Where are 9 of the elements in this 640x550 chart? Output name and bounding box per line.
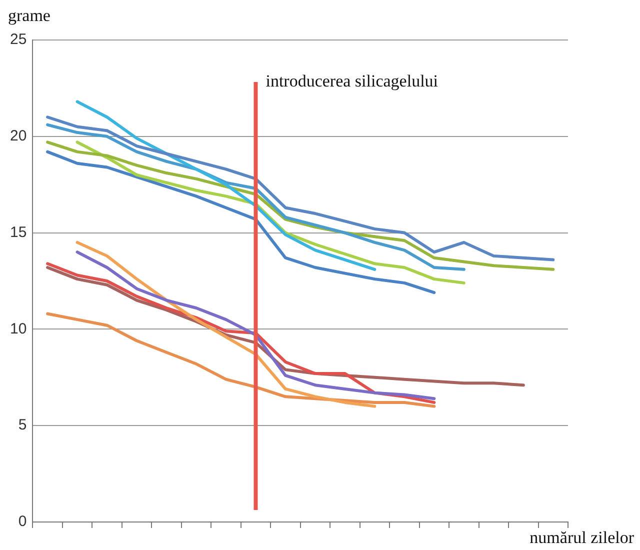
y-tick-label: 5: [18, 416, 27, 434]
x-axis-title: numărul zilelor: [530, 528, 634, 548]
y-axis-title: grame: [8, 6, 50, 26]
y-tick-label: 15: [10, 224, 27, 241]
y-tick-label: 20: [10, 128, 27, 145]
y-tick-label: 25: [10, 31, 27, 48]
y-tick-label: 10: [10, 320, 27, 338]
y-tick-label: 0: [18, 513, 27, 530]
annotation: introducerea silicagelului: [266, 71, 438, 90]
